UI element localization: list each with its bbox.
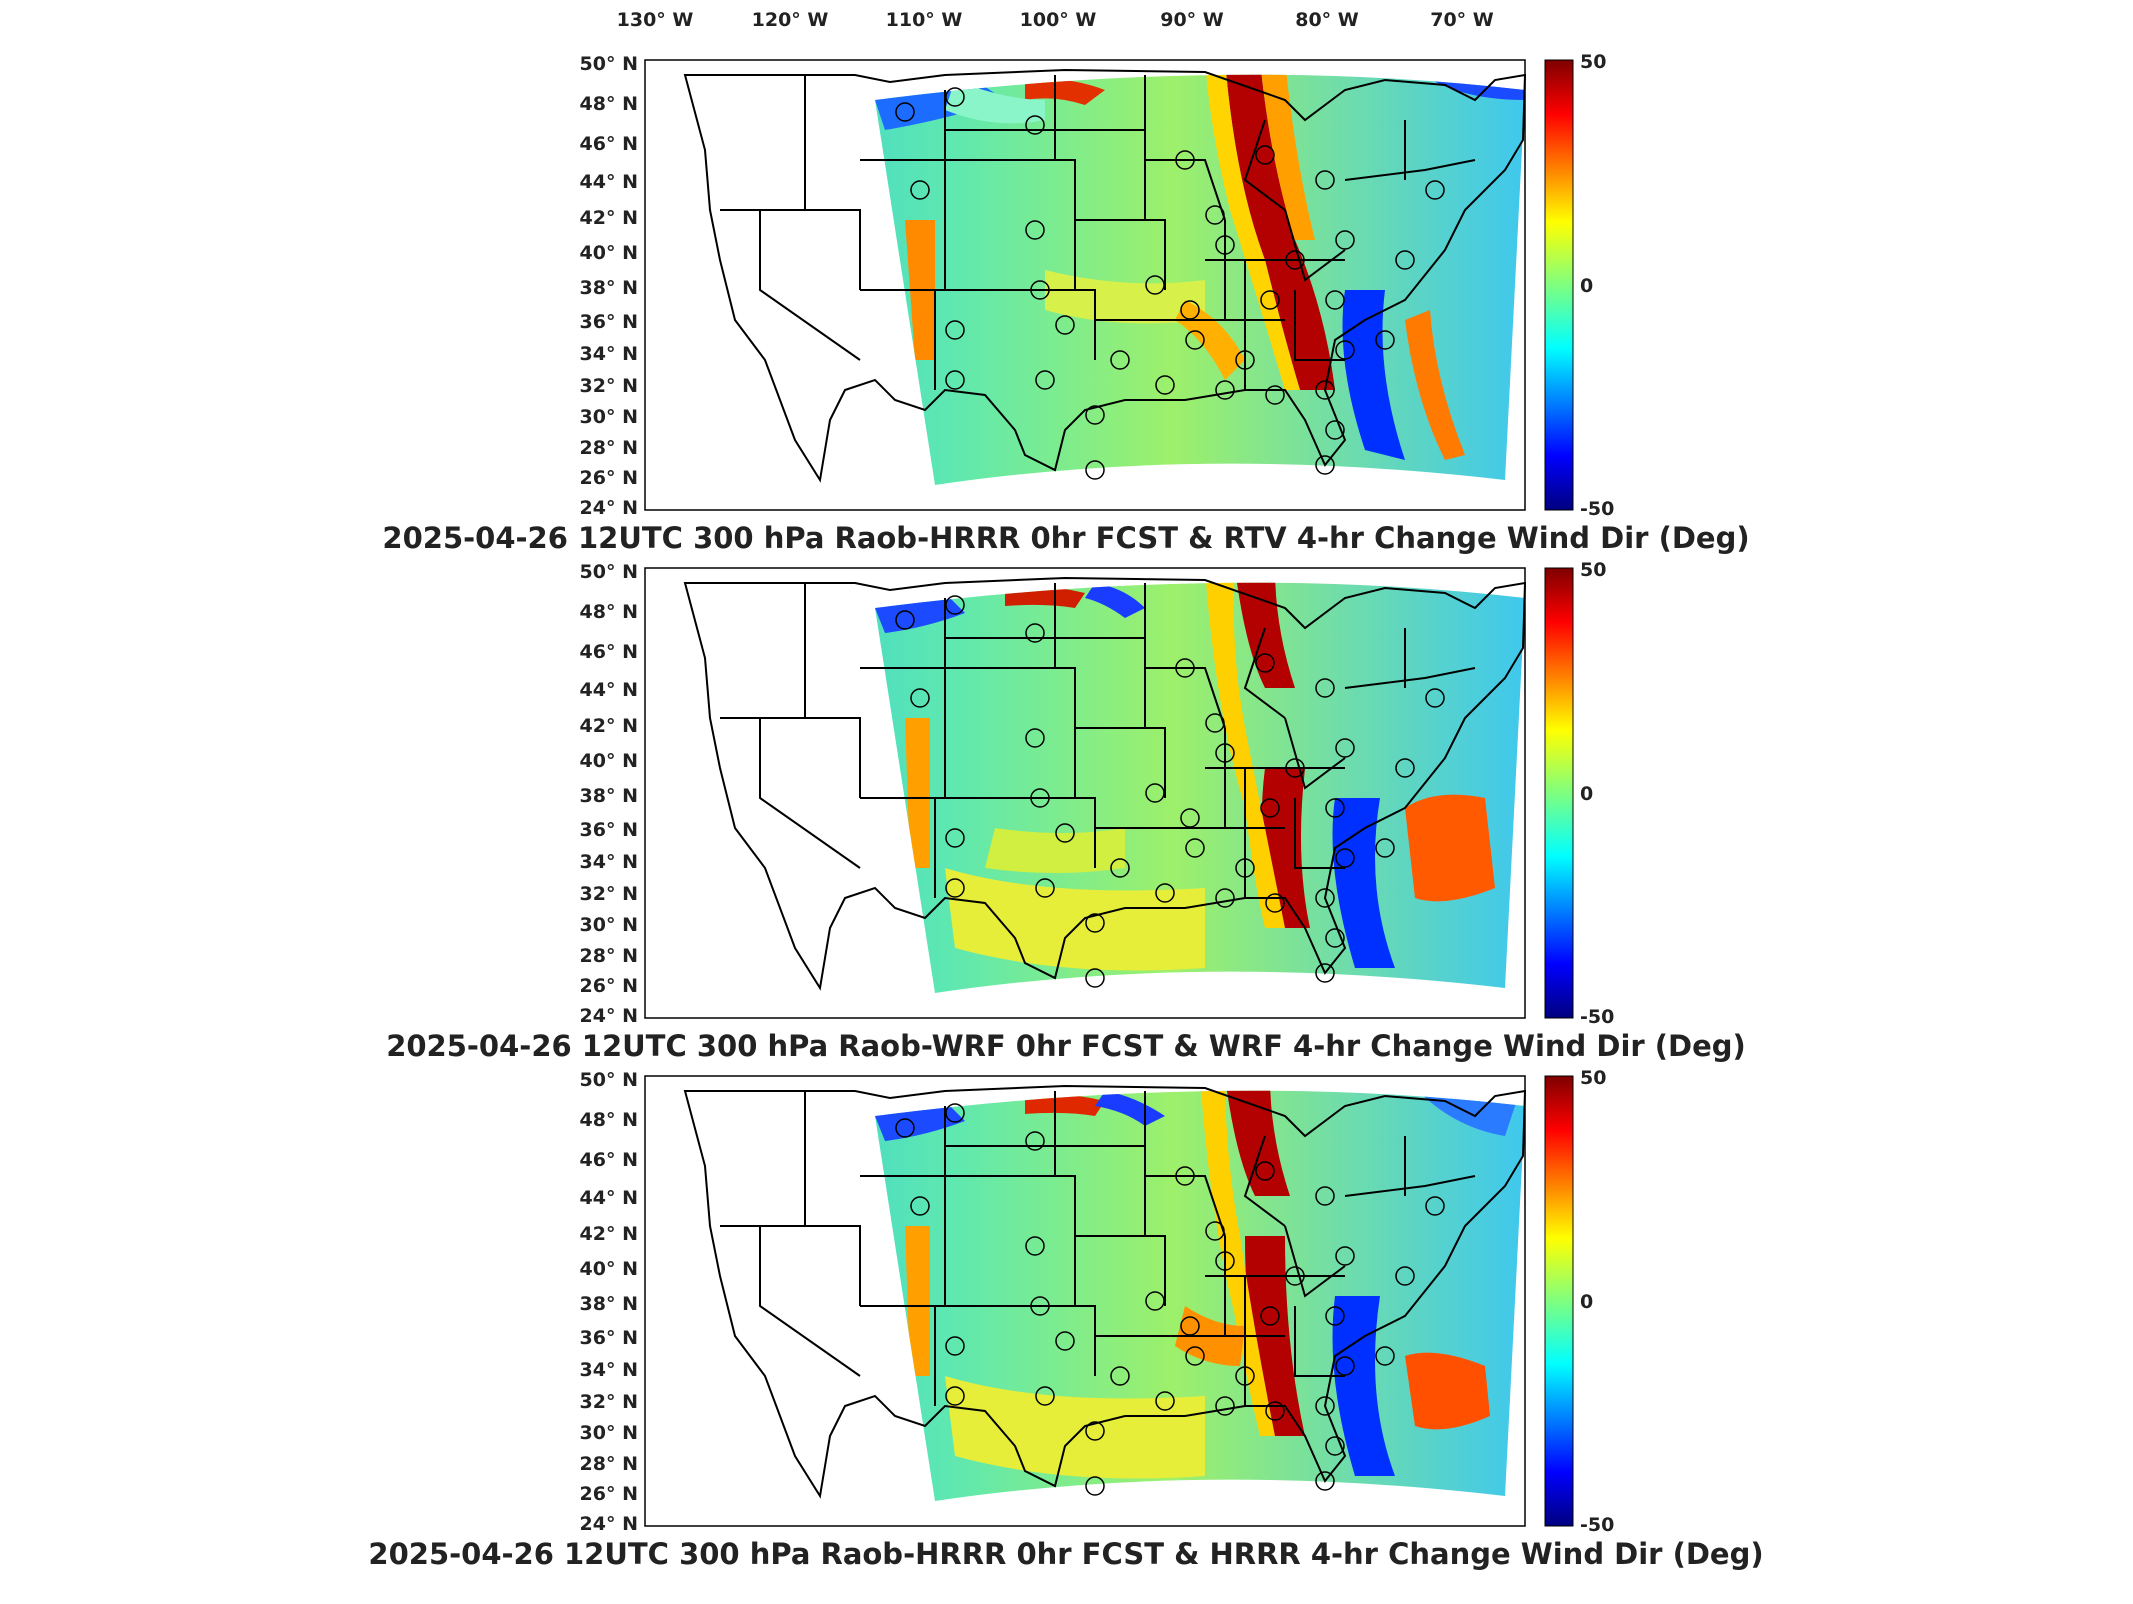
lat-label-42n: 42° N [580, 1223, 638, 1245]
lat-label-38n: 38° N [580, 785, 638, 807]
colorbar-mid-label: 0 [1580, 275, 1593, 297]
lat-label-36n: 36° N [580, 1327, 638, 1349]
colorbar: 50 0 -50 [1544, 1067, 1614, 1536]
lon-label-130w: 130° W [617, 9, 694, 31]
wind-direction-field [875, 1090, 1525, 1501]
lat-label-40n: 40° N [580, 750, 638, 772]
lat-label-44n: 44° N [580, 1187, 638, 1209]
map-panel-3: 50° N 48° N 46° N 44° N 42° N 40° N 38° … [368, 1067, 1763, 1571]
lat-label-24n: 24° N [580, 1513, 638, 1535]
lat-label-42n: 42° N [580, 207, 638, 229]
latitude-axis: 50° N 48° N 46° N 44° N 42° N 40° N 38° … [580, 561, 638, 1027]
latitude-axis: 50° N 48° N 46° N 44° N 42° N 40° N 38° … [580, 1069, 638, 1535]
lat-label-34n: 34° N [580, 343, 638, 365]
lat-label-26n: 26° N [580, 1483, 638, 1505]
colorbar-min-label: -50 [1580, 1514, 1614, 1536]
longitude-axis: 130° W 120° W 110° W 100° W 90° W 80° W … [617, 9, 1494, 31]
colorbar-mid-label: 0 [1580, 783, 1593, 805]
lat-label-50n: 50° N [580, 53, 638, 75]
lat-label-26n: 26° N [580, 975, 638, 997]
panel-title-2: 2025-04-26 12UTC 300 hPa Raob-WRF 0hr FC… [386, 1029, 1746, 1063]
panel-title-3: 2025-04-26 12UTC 300 hPa Raob-HRRR 0hr F… [368, 1537, 1763, 1571]
lon-label-90w: 90° W [1160, 9, 1224, 31]
colorbar-min-label: -50 [1580, 498, 1614, 520]
colorbar-max-label: 50 [1580, 1067, 1606, 1089]
lat-label-28n: 28° N [580, 1453, 638, 1475]
lat-label-36n: 36° N [580, 311, 638, 333]
map-panel-1: 50° N 48° N 46° N 44° N 42° N 40° N 38° … [382, 51, 1749, 555]
lon-label-80w: 80° W [1295, 9, 1359, 31]
lat-label-30n: 30° N [580, 914, 638, 936]
lat-label-38n: 38° N [580, 1293, 638, 1315]
lat-label-34n: 34° N [580, 1359, 638, 1381]
latitude-axis: 50° N 48° N 46° N 44° N 42° N 40° N 38° … [580, 53, 638, 519]
colorbar-max-label: 50 [1580, 51, 1606, 73]
lat-label-36n: 36° N [580, 819, 638, 841]
lat-label-28n: 28° N [580, 945, 638, 967]
lon-label-70w: 70° W [1430, 9, 1494, 31]
lat-label-50n: 50° N [580, 1069, 638, 1091]
lat-label-42n: 42° N [580, 715, 638, 737]
lat-label-40n: 40° N [580, 242, 638, 264]
lat-label-50n: 50° N [580, 561, 638, 583]
lon-label-100w: 100° W [1020, 9, 1097, 31]
lat-label-46n: 46° N [580, 133, 638, 155]
lat-label-48n: 48° N [580, 601, 638, 623]
lat-label-30n: 30° N [580, 406, 638, 428]
panel-title-1: 2025-04-26 12UTC 300 hPa Raob-HRRR 0hr F… [382, 521, 1749, 555]
lat-label-46n: 46° N [580, 641, 638, 663]
lat-label-32n: 32° N [580, 375, 638, 397]
lat-label-26n: 26° N [580, 467, 638, 489]
lat-label-48n: 48° N [580, 1109, 638, 1131]
lat-label-34n: 34° N [580, 851, 638, 873]
lat-label-48n: 48° N [580, 93, 638, 115]
lon-label-120w: 120° W [752, 9, 829, 31]
lat-label-44n: 44° N [580, 171, 638, 193]
colorbar-max-label: 50 [1580, 559, 1606, 581]
colorbar: 50 0 -50 [1544, 51, 1614, 520]
lat-label-24n: 24° N [580, 1005, 638, 1027]
colorbar: 50 0 -50 [1544, 559, 1614, 1028]
lat-label-46n: 46° N [580, 1149, 638, 1171]
lat-label-38n: 38° N [580, 277, 638, 299]
lon-label-110w: 110° W [886, 9, 963, 31]
lat-label-32n: 32° N [580, 1391, 638, 1413]
wind-direction-field [875, 74, 1525, 485]
lat-label-24n: 24° N [580, 497, 638, 519]
lat-label-30n: 30° N [580, 1422, 638, 1444]
lat-label-44n: 44° N [580, 679, 638, 701]
map-panel-2: 50° N 48° N 46° N 44° N 42° N 40° N 38° … [386, 559, 1746, 1063]
colorbar-min-label: -50 [1580, 1006, 1614, 1028]
lat-label-32n: 32° N [580, 883, 638, 905]
lat-label-28n: 28° N [580, 437, 638, 459]
colorbar-mid-label: 0 [1580, 1291, 1593, 1313]
lat-label-40n: 40° N [580, 1258, 638, 1280]
